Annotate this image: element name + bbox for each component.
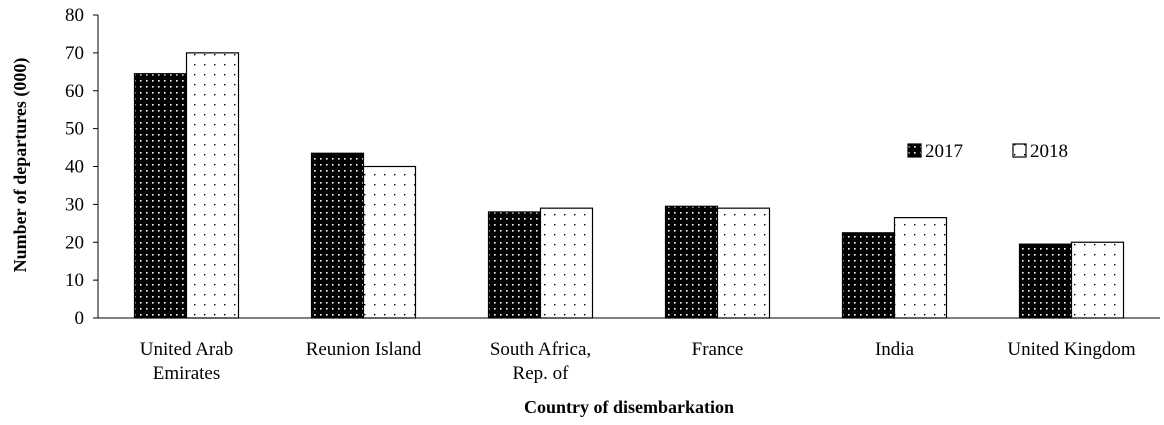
y-tick-label: 50 (65, 119, 84, 140)
x-tick-label: South Africa, Rep. of (490, 339, 591, 384)
legend: 2017 2018 (907, 141, 1068, 162)
bar-2017-3 (664, 205, 719, 319)
bar-2018-4 (893, 217, 948, 319)
legend-label-2017: 2017 (925, 141, 963, 162)
y-axis-ticks: 0 10 20 30 40 50 60 70 80 (65, 5, 98, 329)
x-tick-label: United Arab Emirates (140, 339, 233, 384)
x-axis-labels: United Arab Emirates Reunion Island South A… (140, 339, 1136, 384)
bar-2017-5 (1018, 243, 1073, 319)
y-tick-label: 30 (65, 194, 84, 215)
bar-2017-4 (841, 232, 896, 319)
y-tick-label: 0 (75, 308, 85, 329)
x-tick-label: India (875, 339, 915, 360)
legend-swatch-2017 (907, 143, 922, 158)
y-tick-label: 80 (65, 5, 84, 26)
x-tick-label: France (692, 339, 744, 360)
y-tick-label: 20 (65, 232, 84, 253)
bar-2018-0 (185, 52, 240, 319)
bars (133, 52, 1125, 319)
bar-2018-1 (362, 165, 417, 319)
y-tick-label: 70 (65, 43, 84, 64)
x-tick-label: Reunion Island (306, 339, 422, 360)
x-axis-title: Country of disembarkation (524, 397, 734, 417)
bar-2017-1 (310, 152, 365, 319)
bar-2018-5 (1070, 241, 1125, 319)
x-tick-label: United Kingdom (1007, 339, 1135, 360)
bar-2018-3 (716, 207, 771, 319)
y-tick-label: 60 (65, 81, 84, 102)
legend-swatch-2018 (1012, 143, 1027, 158)
legend-label-2018: 2018 (1030, 141, 1068, 162)
bar-2018-2 (539, 207, 594, 319)
y-axis-title: Number of departures (000) (10, 58, 31, 273)
bar-2017-0 (133, 73, 188, 319)
y-tick-label: 10 (65, 270, 84, 291)
bar-2017-2 (487, 211, 542, 319)
y-tick-label: 40 (65, 157, 84, 178)
